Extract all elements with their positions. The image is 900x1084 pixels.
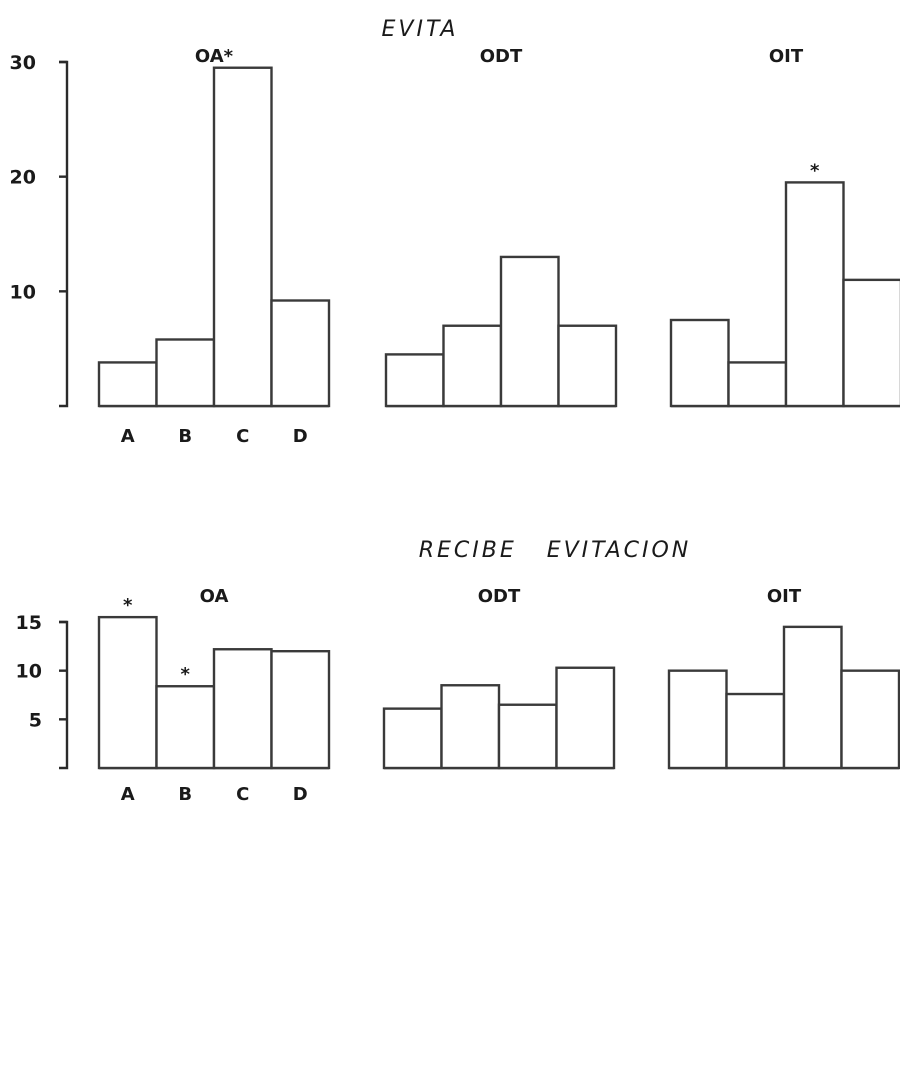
y-tick-label-1-0: 5 — [29, 709, 42, 731]
bar-1-2-C — [782, 625, 843, 770]
panel-title-0-0: OA* — [195, 46, 234, 67]
bar-0-1-C — [499, 255, 560, 408]
bar-1-2-D — [840, 669, 900, 770]
category-label-1-A: A — [121, 784, 135, 805]
significance-star-0-2-2: * — [810, 160, 820, 181]
y-axis-line-0 — [59, 60, 69, 408]
category-label-0-D: D — [293, 426, 308, 447]
bar-1-1-D — [555, 666, 616, 770]
chart-title-recibe-evitacion: RECIBE EVITACION — [419, 538, 692, 563]
y-tick-label-1-1: 10 — [16, 661, 42, 683]
significance-star-1-0-1: * — [181, 664, 191, 685]
chart-title-evita: EVITA — [382, 17, 459, 42]
bar-1-2-A — [667, 669, 728, 770]
category-label-1-C: C — [236, 784, 249, 805]
bar-0-2-A — [669, 318, 730, 408]
bar-0-1-B — [442, 324, 503, 408]
bar-0-1-A — [384, 353, 445, 408]
y-tick-label-0-2: 30 — [10, 52, 36, 74]
bar-0-0-A — [97, 361, 158, 408]
panel-title-0-2: OIT — [769, 46, 804, 67]
bar-1-0-B — [155, 685, 216, 770]
bar-0-0-C — [212, 66, 273, 408]
bar-0-0-D — [270, 299, 331, 408]
panel-title-1-1: ODT — [478, 586, 521, 607]
panel-title-0-1: ODT — [480, 46, 523, 67]
bar-1-2-B — [725, 692, 786, 770]
bar-0-0-B — [155, 338, 216, 408]
bar-1-1-C — [497, 703, 558, 770]
panel-title-1-2: OIT — [767, 586, 802, 607]
category-label-0-B: B — [178, 426, 192, 447]
y-tick-label-0-0: 10 — [10, 281, 36, 303]
y-tick-label-0-1: 20 — [10, 167, 36, 189]
category-label-1-D: D — [293, 784, 308, 805]
y-tick-label-1-2: 15 — [16, 612, 42, 634]
bar-1-0-D — [270, 650, 331, 770]
bar-1-0-C — [212, 648, 273, 770]
bar-1-0-A — [97, 615, 158, 770]
category-label-0-A: A — [121, 426, 135, 447]
category-label-0-C: C — [236, 426, 249, 447]
bar-0-2-D — [842, 278, 900, 408]
bar-0-2-B — [727, 361, 788, 408]
significance-star-1-0-0: * — [123, 595, 133, 616]
y-axis-line-1 — [59, 620, 69, 770]
category-label-1-B: B — [178, 784, 192, 805]
panel-title-1-0: OA — [200, 586, 229, 607]
bar-0-1-D — [557, 324, 618, 408]
bar-1-1-A — [382, 707, 443, 770]
bar-1-1-B — [440, 684, 501, 770]
bar-0-2-C — [784, 181, 845, 408]
